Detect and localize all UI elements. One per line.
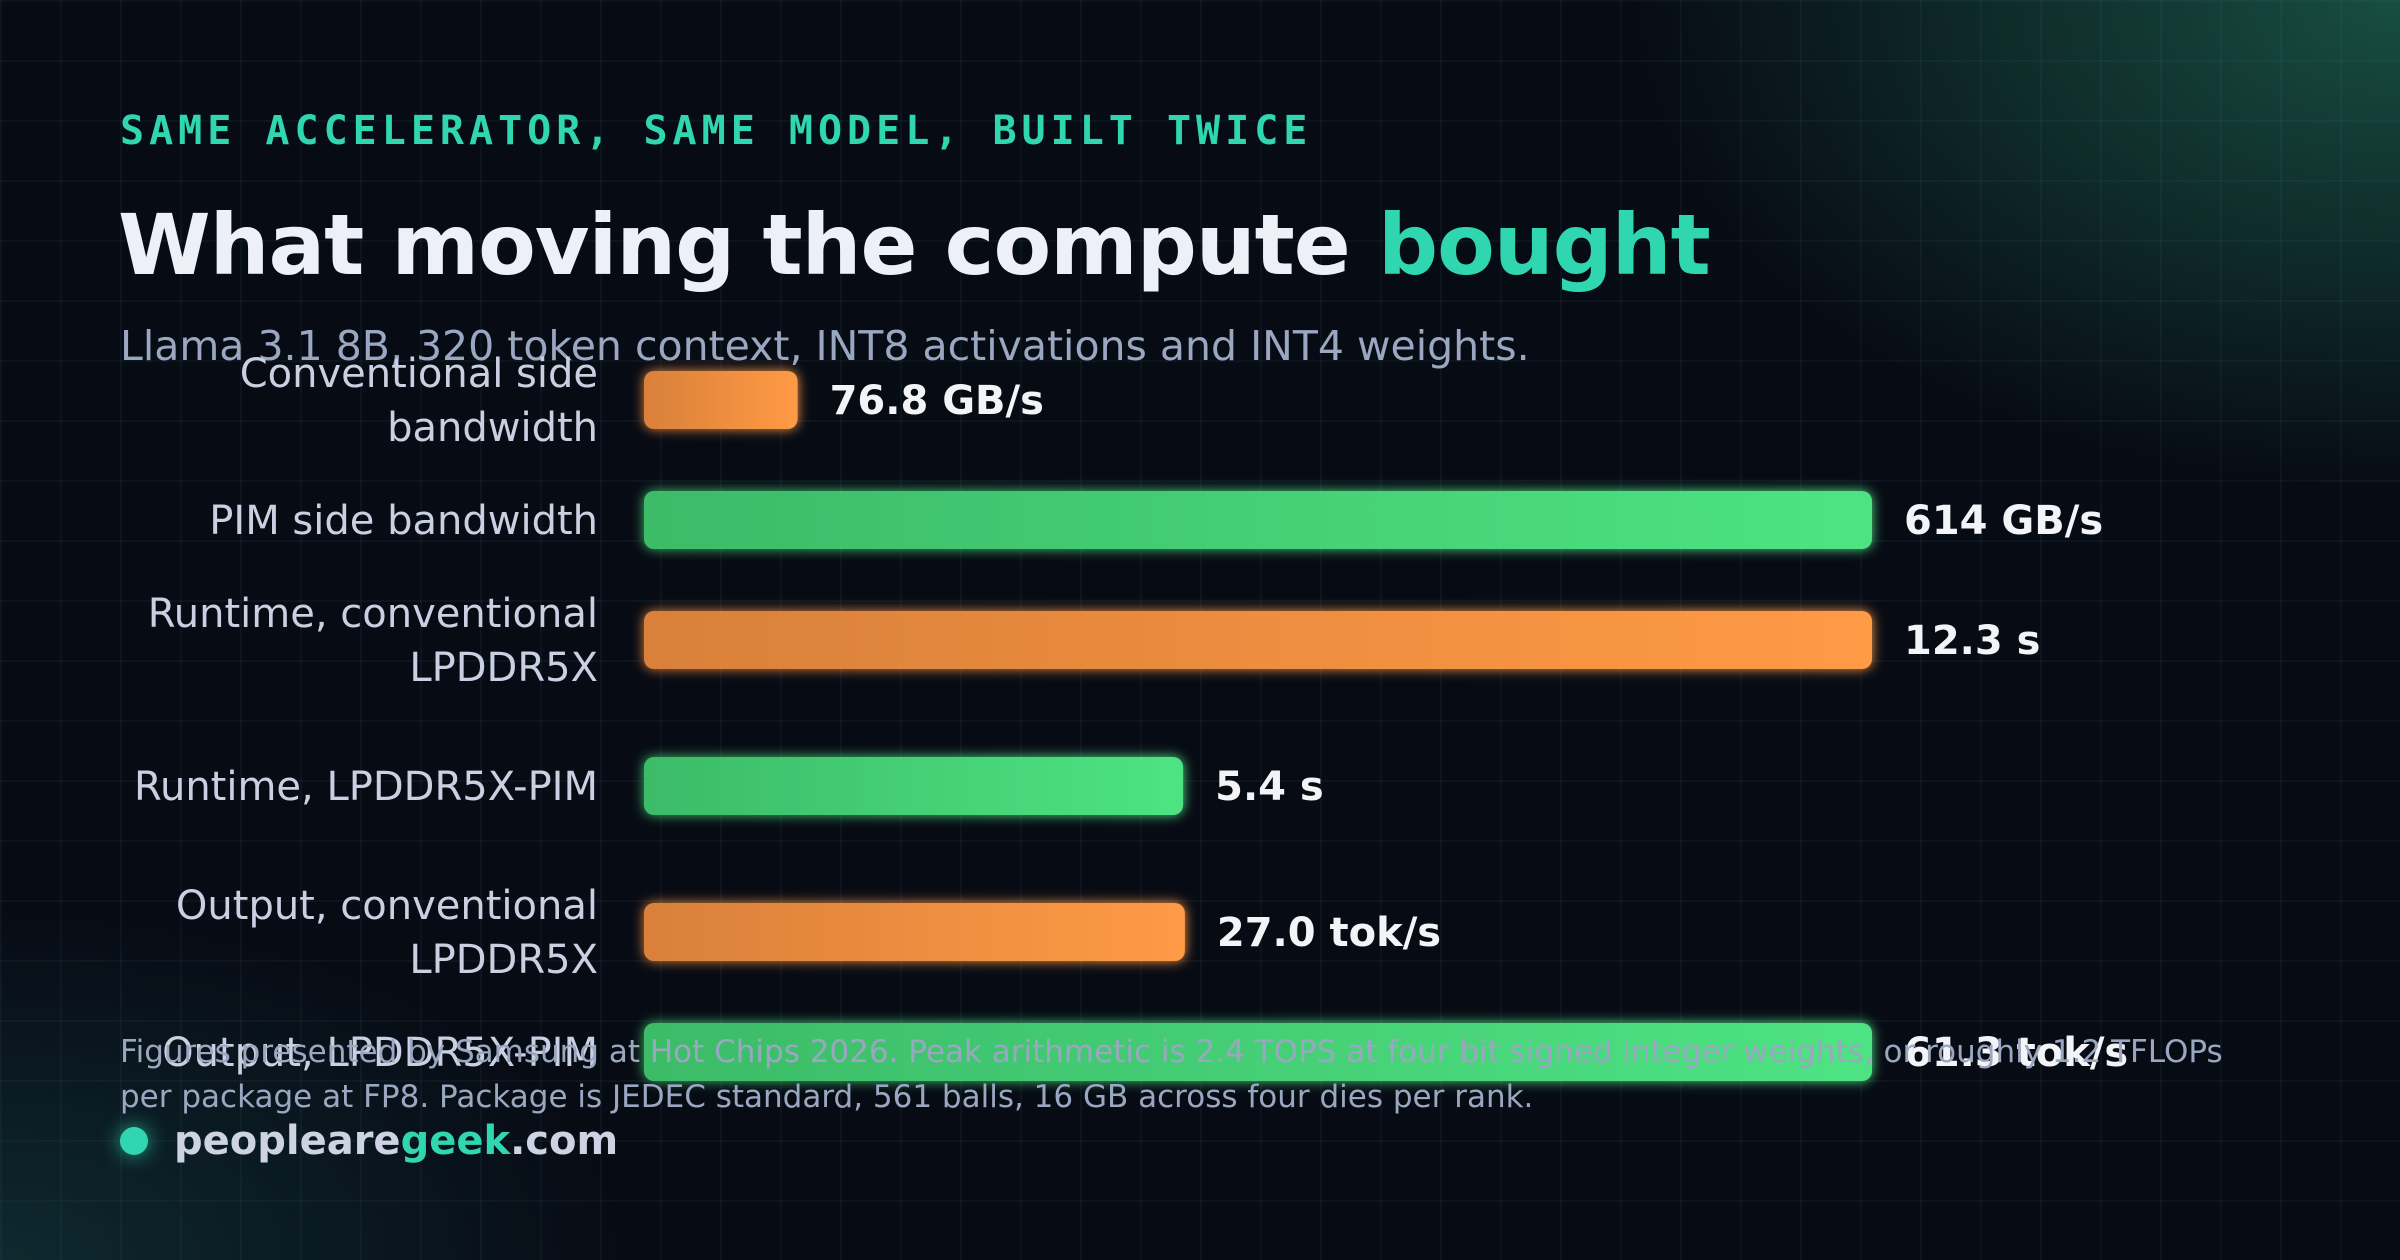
brand-suffix: .com [510, 1118, 619, 1164]
category-label-line: LPDDR5X [409, 937, 598, 983]
value-label: 5.4 s [1215, 764, 1324, 810]
chart-title-main: What moving the compute [118, 196, 1378, 294]
chart-title-accent: bought [1378, 196, 1711, 294]
bar-pim-2 [644, 491, 1872, 549]
category-label-line: LPDDR5X [409, 645, 598, 691]
category-label: Runtime, conventional LPDDR5X [148, 591, 598, 691]
bar-conventional-3 [644, 611, 1872, 669]
value-label: 76.8 GB/s [830, 378, 1044, 424]
category-label: PIM side bandwidth [209, 498, 598, 544]
category-label: Output, LPDDR5X-PIM [162, 1030, 598, 1076]
category-label-line: Conventional side [240, 351, 598, 397]
category-label-line: PIM side bandwidth [209, 498, 598, 544]
category-label-line: Output, conventional [176, 883, 598, 929]
category-label: Conventional side bandwidth [240, 351, 598, 451]
value-label: 614 GB/s [1904, 498, 2103, 544]
footnote: Figures presented by Samsung at Hot Chip… [120, 1034, 2223, 1115]
brand-link[interactable]: peopleare geek .com [120, 1118, 618, 1164]
category-label-line: Output, LPDDR5X-PIM [162, 1030, 598, 1076]
category-label: Output, conventional LPDDR5X [176, 883, 598, 983]
chart-subtitle: Llama 3.1 8B, 320 token context, INT8 ac… [120, 322, 1530, 370]
value-label: 12.3 s [1904, 618, 2040, 664]
value-label: 61.3 tok/s [1904, 1030, 2128, 1076]
bar-pim-4 [644, 757, 1184, 815]
category-label-line: bandwidth [387, 405, 598, 451]
brand-dot-icon [120, 1127, 148, 1155]
bar-conventional-1 [644, 371, 798, 429]
brand-prefix: peopleare [174, 1118, 401, 1164]
category-label-line: Runtime, conventional [148, 591, 598, 637]
bar-pim-6 [644, 1023, 1872, 1081]
bar-conventional-5 [644, 903, 1185, 961]
category-label: Runtime, LPDDR5X-PIM [134, 764, 598, 810]
value-label: 27.0 tok/s [1217, 910, 1441, 956]
category-label-line: Runtime, LPDDR5X-PIM [134, 764, 598, 810]
eyebrow: SAME ACCELERATOR, SAME MODEL, BUILT TWIC… [120, 108, 1313, 154]
chart-title: What moving the compute bought [118, 196, 1711, 294]
bars-layer: 76.8 GB/s Conventional side bandwidth 614 G… [134, 351, 2128, 1081]
brand-accent: geek [400, 1118, 511, 1164]
